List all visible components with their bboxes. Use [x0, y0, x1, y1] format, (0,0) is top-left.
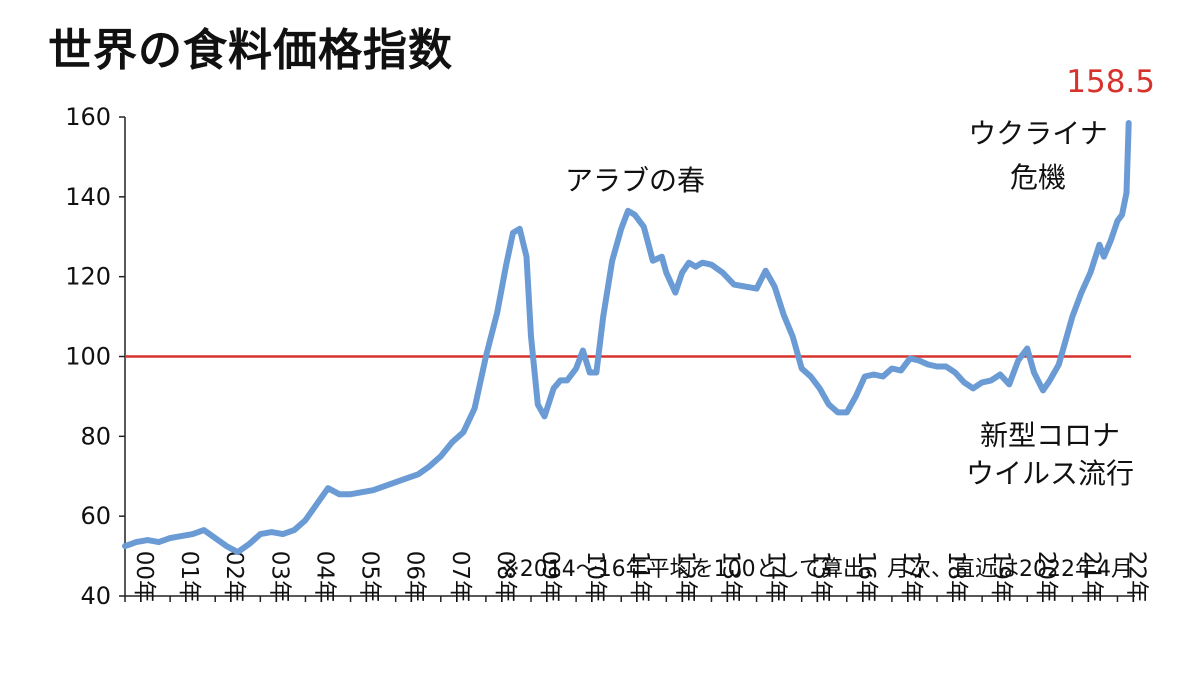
y-tick-label: 140: [65, 183, 111, 211]
x-tick-label: 21年: [1078, 551, 1104, 603]
annotation-ukraine-line2: 危機: [1010, 161, 1066, 194]
y-tick-label: 80: [80, 422, 111, 450]
x-tick-label: 16年: [853, 551, 879, 603]
y-tick-label: 40: [80, 582, 111, 610]
x-tick-label: 02年: [221, 551, 247, 603]
x-tick-label: 11年: [627, 551, 653, 603]
annotation-covid-line1: 新型コロナ: [980, 419, 1120, 452]
x-tick-label: 00年: [131, 551, 157, 603]
y-tick-group: 40 60 80 100 120 140 160: [65, 103, 125, 610]
x-tick-label: 10年: [582, 551, 608, 603]
x-tick-label: 09年: [537, 551, 563, 603]
footnote: ※2014～16年平均を100として算出、月次、直近は2022年4月: [501, 557, 1133, 582]
x-tick-label: 06年: [402, 551, 428, 603]
y-tick-label: 60: [80, 502, 111, 530]
x-tick-label: 08年: [492, 551, 518, 603]
x-tick-label: 04年: [311, 551, 337, 603]
x-tick-label: 20年: [1033, 551, 1059, 603]
annotation-covid-line2: ウイルス流行: [966, 457, 1134, 490]
y-tick-label: 120: [65, 263, 111, 291]
x-tick-group: 00年 01年 02年 03年 04年 05年 06年 07年 08年 09年 10年 11年 12年 1…: [124, 551, 1149, 603]
x-tick-label: 12年: [672, 551, 698, 603]
x-tick-label: 18年: [943, 551, 969, 603]
x-tick-label: 19年: [988, 551, 1014, 603]
x-tick-label: 15年: [808, 551, 834, 603]
y-tick-label: 100: [65, 343, 111, 371]
x-tick-label: 01年: [176, 551, 202, 603]
plot-area: 40 60 80 100 120 140 160 00年 01年 02年 03年 04年 05年 06年…: [65, 103, 1149, 610]
annotation-arab-spring: アラブの春: [565, 164, 705, 197]
y-tick-label: 160: [65, 103, 111, 131]
annotation-ukraine-line1: ウクライナ: [968, 117, 1107, 150]
chart-title: 世界の食料価格指数: [48, 25, 453, 76]
x-tick-label: 22年: [1123, 551, 1149, 603]
x-tick-label: 17年: [898, 551, 924, 603]
x-tick-label: 14年: [763, 551, 789, 603]
peak-value-label: 158.5: [1066, 64, 1155, 100]
x-tick-label: 05年: [357, 551, 383, 603]
food-price-index-line: [122, 120, 1132, 556]
x-tick-label: 03年: [266, 551, 292, 603]
x-tick-label: 07年: [447, 551, 473, 603]
x-tick-label: 13年: [717, 551, 743, 603]
